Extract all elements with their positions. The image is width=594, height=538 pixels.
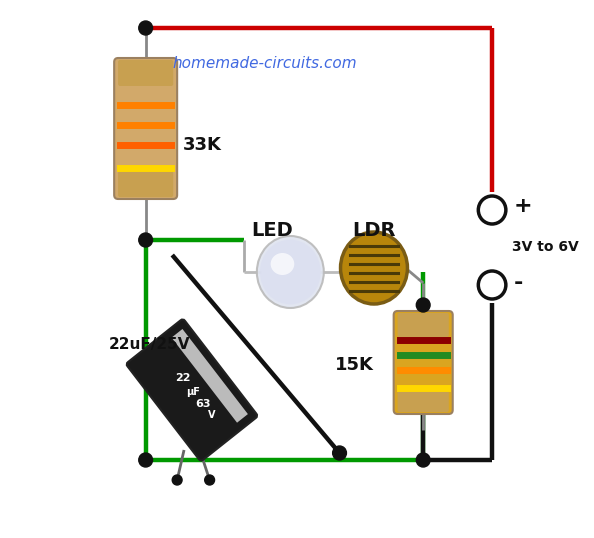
- FancyBboxPatch shape: [118, 171, 173, 197]
- Circle shape: [333, 446, 346, 460]
- Circle shape: [205, 475, 214, 485]
- Text: 22uF/25V: 22uF/25V: [108, 337, 189, 352]
- FancyBboxPatch shape: [114, 58, 177, 199]
- FancyBboxPatch shape: [394, 311, 453, 414]
- Text: -: -: [514, 273, 523, 293]
- FancyBboxPatch shape: [397, 313, 449, 337]
- Circle shape: [139, 233, 153, 247]
- Circle shape: [172, 475, 182, 485]
- Circle shape: [478, 271, 506, 299]
- Text: 63: 63: [195, 399, 210, 409]
- Text: 33K: 33K: [183, 136, 222, 154]
- Text: LDR: LDR: [352, 221, 396, 239]
- Text: LED: LED: [251, 221, 293, 239]
- Text: 15K: 15K: [334, 356, 374, 374]
- FancyBboxPatch shape: [118, 60, 173, 86]
- Text: +: +: [514, 196, 532, 216]
- Circle shape: [139, 21, 153, 35]
- Circle shape: [478, 196, 506, 224]
- Text: 22: 22: [175, 373, 191, 383]
- Text: μF: μF: [186, 387, 200, 397]
- FancyBboxPatch shape: [172, 329, 248, 423]
- Text: 3V to 6V: 3V to 6V: [512, 240, 579, 254]
- Ellipse shape: [271, 253, 294, 275]
- Text: V: V: [207, 410, 215, 420]
- Ellipse shape: [257, 236, 324, 308]
- Ellipse shape: [340, 232, 407, 304]
- FancyBboxPatch shape: [127, 320, 257, 461]
- Circle shape: [416, 298, 430, 312]
- FancyBboxPatch shape: [397, 388, 449, 412]
- Circle shape: [416, 453, 430, 467]
- Text: homemade-circuits.com: homemade-circuits.com: [172, 56, 357, 71]
- Ellipse shape: [260, 239, 321, 305]
- Circle shape: [139, 453, 153, 467]
